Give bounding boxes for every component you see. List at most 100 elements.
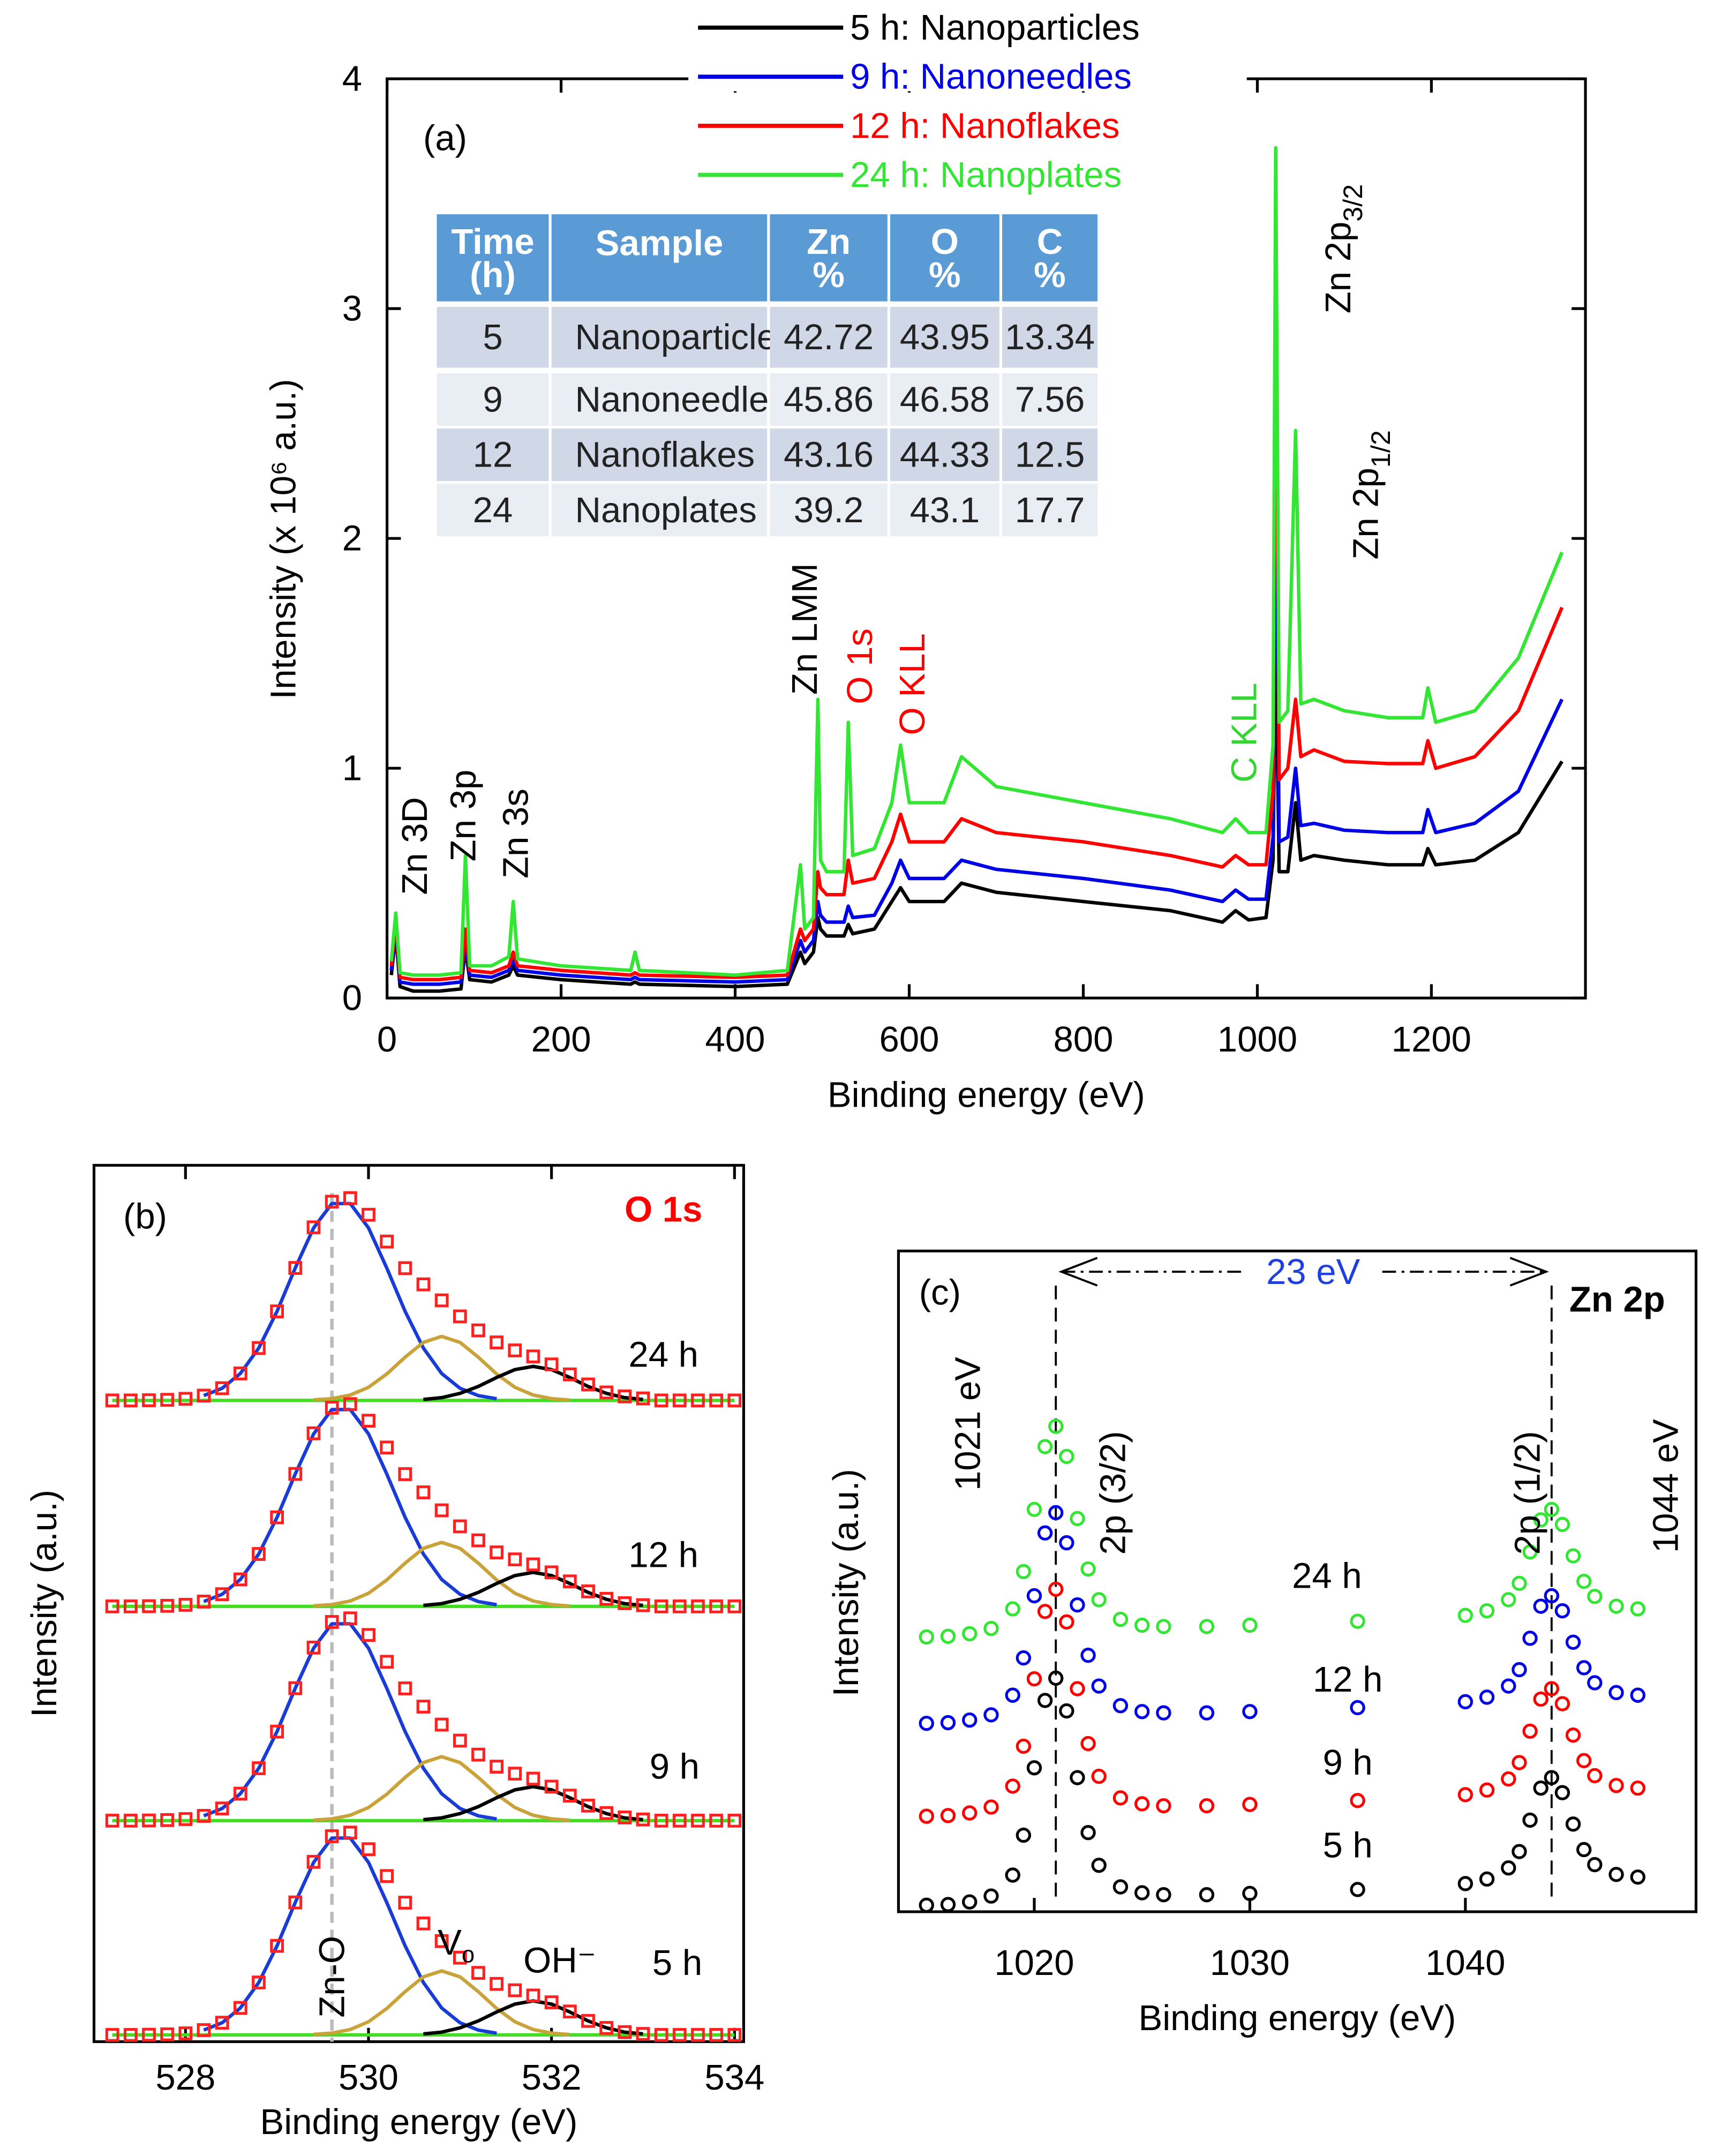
data-point	[362, 1207, 375, 1222]
data-point	[1576, 1842, 1592, 1858]
data-point	[727, 1393, 742, 1408]
data-point	[1080, 1561, 1096, 1577]
component-label: Zn-O	[312, 1936, 352, 2018]
table-header-text: %	[1034, 255, 1066, 295]
data-point	[453, 1309, 467, 1324]
x-tick-label: 1030	[1210, 1943, 1290, 1983]
data-point	[1134, 1617, 1150, 1633]
data-point	[636, 2027, 650, 2041]
peak-label: 1044 eV	[1645, 1419, 1686, 1553]
data-point	[1533, 1780, 1548, 1796]
data-point	[105, 2028, 119, 2042]
data-point	[1037, 1604, 1053, 1619]
data-point	[1479, 1603, 1495, 1619]
data-point	[581, 2014, 595, 2028]
data-point	[178, 1598, 193, 1612]
data-point	[1565, 1548, 1581, 1564]
data-point	[562, 1367, 577, 1381]
data-point	[398, 1261, 412, 1275]
data-point	[490, 1335, 504, 1350]
data-point	[962, 1626, 978, 1642]
data-point	[178, 1812, 193, 1826]
data-point	[919, 1716, 934, 1731]
data-point	[362, 1628, 375, 1642]
panel-label: (c)	[919, 1272, 961, 1312]
data-point	[1134, 1796, 1150, 1812]
chart-title: Zn 2p	[1569, 1279, 1665, 1319]
data-point	[306, 1854, 321, 1869]
data-point	[197, 1595, 211, 1609]
data-point	[343, 1191, 357, 1205]
data-point	[727, 2028, 742, 2042]
data-point	[1630, 1687, 1645, 1703]
data-point	[252, 1341, 266, 1355]
table-cell	[551, 484, 768, 537]
data-point	[142, 1813, 156, 1828]
peak-label-text: 2p (3/2)	[1093, 1431, 1133, 1554]
data-point	[1026, 1501, 1042, 1518]
table-cell-text: 43.16	[784, 435, 874, 475]
data-point	[416, 1485, 431, 1499]
table-cell	[437, 306, 549, 368]
data-point	[672, 2028, 687, 2042]
data-point	[1112, 1698, 1129, 1714]
series-line	[203, 1408, 497, 1607]
data-point	[1479, 1689, 1495, 1705]
table-cell-text: 12	[473, 435, 513, 475]
data-point	[1350, 1613, 1365, 1629]
x-tick-label: 1040	[1425, 1943, 1505, 1983]
data-point	[160, 1393, 175, 1407]
data-point	[270, 1510, 284, 1524]
table-header-text: %	[929, 255, 961, 295]
data-point	[343, 1397, 357, 1411]
x-tick-label: 1200	[1392, 1019, 1471, 1060]
data-point	[1059, 1614, 1074, 1630]
data-point	[562, 1574, 577, 1589]
data-point	[1587, 1768, 1603, 1784]
table-cell	[770, 484, 888, 537]
table-header-text: Time	[451, 222, 534, 262]
peak-label-text: O KLL	[892, 633, 933, 735]
table-cell	[437, 373, 549, 426]
peak-label: O KLL	[892, 633, 933, 735]
component-label-text: OH⁻	[523, 1940, 596, 1980]
data-point	[1544, 1681, 1559, 1696]
data-point	[1512, 1575, 1527, 1591]
data-point	[1156, 1887, 1171, 1903]
data-point	[434, 1717, 449, 1732]
data-point	[1512, 1844, 1527, 1859]
data-point	[1457, 1787, 1474, 1802]
data-point	[123, 1814, 138, 1828]
data-point	[215, 1587, 229, 1602]
y-tick-label: 2	[342, 519, 362, 559]
data-point	[672, 1393, 687, 1408]
series-line	[389, 422, 1564, 986]
data-point	[215, 1381, 229, 1395]
data-point	[416, 1700, 431, 1714]
y-axis-label: Intensity (x 10⁶ a.u.)	[264, 379, 304, 699]
legend-label: 5 h: Nanoparticles	[850, 7, 1140, 48]
data-point	[1350, 1793, 1365, 1808]
data-point	[654, 1393, 668, 1408]
data-point	[1501, 1860, 1516, 1876]
data-point	[1156, 1798, 1171, 1814]
series-line	[423, 1364, 643, 1401]
data-point	[1522, 1812, 1538, 1828]
y-tick-label: 1	[342, 748, 362, 788]
data-point	[1080, 1648, 1096, 1663]
data-point	[1630, 1601, 1645, 1617]
data-point	[962, 1894, 978, 1910]
data-point	[142, 2027, 156, 2042]
data-point	[618, 1389, 632, 1403]
data-point	[962, 1712, 978, 1728]
data-point	[434, 1934, 449, 1948]
data-point	[1522, 1544, 1538, 1560]
data-point	[940, 1715, 956, 1731]
data-point	[233, 1786, 247, 1801]
data-point	[1199, 1798, 1215, 1814]
data-point	[1080, 1736, 1096, 1752]
peak-label-sub: 1/2	[1365, 430, 1395, 468]
table-header-text: O	[931, 222, 959, 262]
x-tick-label: 1020	[994, 1943, 1074, 1983]
